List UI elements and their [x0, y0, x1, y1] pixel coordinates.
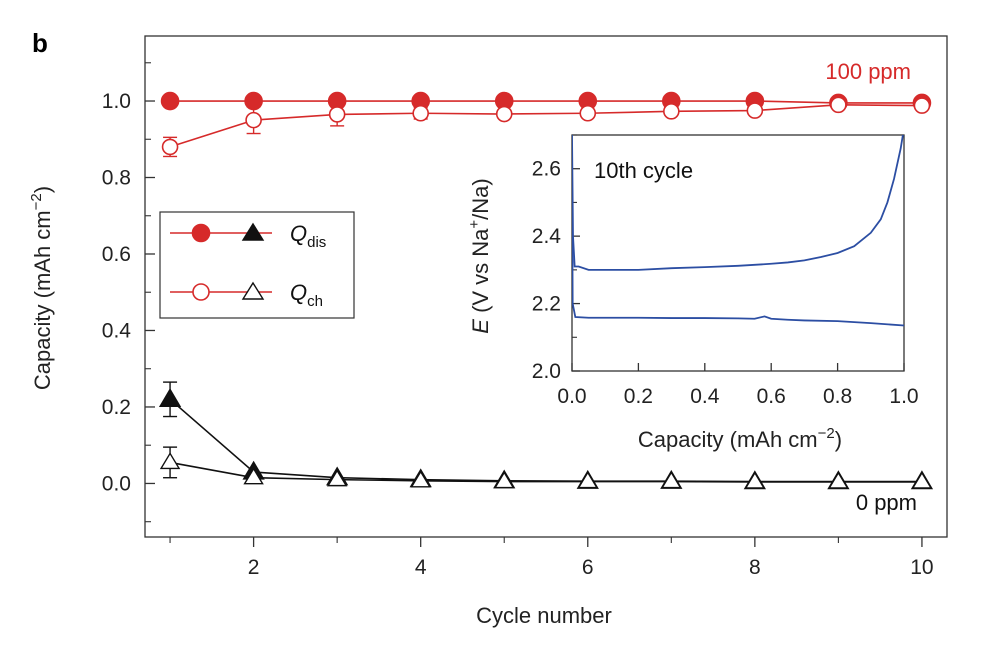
legend-dis-subscript: dis [307, 234, 326, 251]
data-point-triangle-open [911, 471, 933, 489]
main-x-tick-label: 10 [910, 556, 933, 579]
data-point-triangle-open [326, 469, 348, 487]
main-x-axis: 2 4 6 8 10 [169, 537, 934, 579]
data-point-circle-open [495, 105, 513, 123]
annotation-100ppm: 100 ppm [825, 59, 911, 84]
inset-y-axis-title: E (V vs Na+/Na) [466, 178, 493, 333]
main-y-tick-label: 1.0 [102, 90, 131, 113]
data-point-circle-open [412, 104, 429, 122]
data-point-triangle-open [661, 471, 682, 489]
inset-x-axis-title-text: Capacity (mAh cm [638, 427, 818, 452]
data-point-triangle-open [159, 452, 181, 470]
inset-y-axis: 2.0 2.2 2.4 2.6 [532, 134, 580, 383]
inset-y-tick-label: 2.2 [532, 293, 561, 316]
legend-ch-label: Qch [290, 280, 323, 310]
inset-y-axis-title-close: /Na) [468, 178, 493, 220]
data-point-circle-open [663, 103, 680, 120]
inset-x-tick-label: 0.8 [823, 385, 852, 408]
series-line-100ppm-ch [169, 104, 922, 148]
legend-dis-circle-marker [191, 223, 211, 243]
legend-ch-circle-marker [192, 283, 210, 301]
data-point-triangle-open [493, 471, 515, 489]
main-x-tick-label: 6 [582, 556, 594, 579]
series-line-100ppm-dis [170, 100, 922, 104]
series-line-0ppm-ch [169, 461, 922, 483]
main-y-tick-label: 0.4 [102, 319, 132, 342]
main-plot-frame [144, 35, 948, 538]
inset-curve-discharge-upper [572, 135, 904, 271]
inset-x-axis-title-close: ) [835, 427, 842, 452]
main-y-axis-title-text: Capacity (mAh cm [30, 210, 55, 390]
main-x-axis-title: Cycle number [476, 603, 612, 628]
inset-y-tick-label: 2.0 [532, 360, 561, 383]
legend-ch-subscript: ch [307, 293, 323, 310]
inset-x-tick-label: 0.6 [757, 385, 786, 408]
legend-box [159, 211, 355, 319]
data-point-circle-open [830, 96, 847, 114]
main-y-tick-label: 0.0 [102, 472, 131, 495]
legend-dis-symbol: Q [290, 221, 307, 246]
inset-plot-frame [571, 134, 905, 372]
main-y-tick-label: 0.2 [102, 396, 131, 419]
legend-ch-triangle-marker [241, 281, 265, 300]
data-point-circle-open [161, 138, 179, 156]
inset-curve-charge-lower [572, 168, 904, 327]
inset-x-axis-title: Capacity (mAh cm−2) [638, 425, 842, 452]
main-y-tick-label: 0.6 [102, 243, 131, 266]
inset-y-axis-title-text: (V vs Na [468, 228, 493, 319]
main-y-axis-title: Capacity (mAh cm−2) [28, 186, 55, 390]
inset-x-tick-label: 0.2 [624, 385, 653, 408]
inset-x-tick-label: 0.4 [690, 385, 720, 408]
main-y-tick-label: 0.8 [102, 167, 131, 190]
main-y-axis-title-close: ) [30, 186, 55, 193]
inset-y-axis-title-sup: + [466, 220, 483, 229]
inset-x-tick-label: 1.0 [889, 385, 918, 408]
main-x-tick-label: 2 [248, 556, 260, 579]
panel-label: b [32, 28, 48, 58]
data-point-circle-open [328, 106, 346, 123]
inset-x-axis-title-sup: −2 [818, 425, 835, 442]
data-point-circle-open [579, 104, 597, 122]
inset-y-axis-title-symbol: E [468, 319, 493, 334]
legend-ch-symbol: Q [290, 280, 307, 305]
main-x-tick-label: 4 [415, 556, 427, 579]
inset-y-tick-label: 2.4 [532, 225, 562, 248]
inset-annotation: 10th cycle [594, 158, 693, 183]
main-y-axis-title-sup: −2 [28, 193, 45, 210]
main-x-tick-label: 8 [749, 556, 761, 579]
data-point-circle-filled [160, 91, 180, 111]
legend-dis-triangle-marker [241, 222, 265, 241]
data-point-triangle-open [410, 470, 431, 488]
data-point-circle-open [245, 111, 262, 129]
data-point-triangle-open [828, 471, 849, 489]
main-y-axis: 0.0 0.2 0.4 0.6 0.8 1.0 [102, 62, 155, 523]
data-point-triangle-open [577, 471, 599, 489]
inset-x-tick-label: 0.0 [557, 385, 586, 408]
data-point-circle-open [913, 97, 931, 114]
legend: Qdis Qch [159, 211, 355, 319]
data-point-triangle-open [744, 471, 766, 489]
data-point-triangle-open [243, 467, 264, 485]
main-series-layer [158, 91, 934, 490]
inset-series-layer [572, 135, 904, 327]
annotation-0ppm: 0 ppm [856, 490, 917, 515]
data-point-circle-open [746, 102, 764, 119]
inset-y-tick-label: 2.6 [532, 158, 561, 181]
data-point-triangle-filled [158, 388, 182, 407]
inset-x-axis: 0.0 0.2 0.4 0.6 0.8 1.0 [557, 363, 919, 408]
legend-dis-label: Qdis [290, 221, 326, 251]
